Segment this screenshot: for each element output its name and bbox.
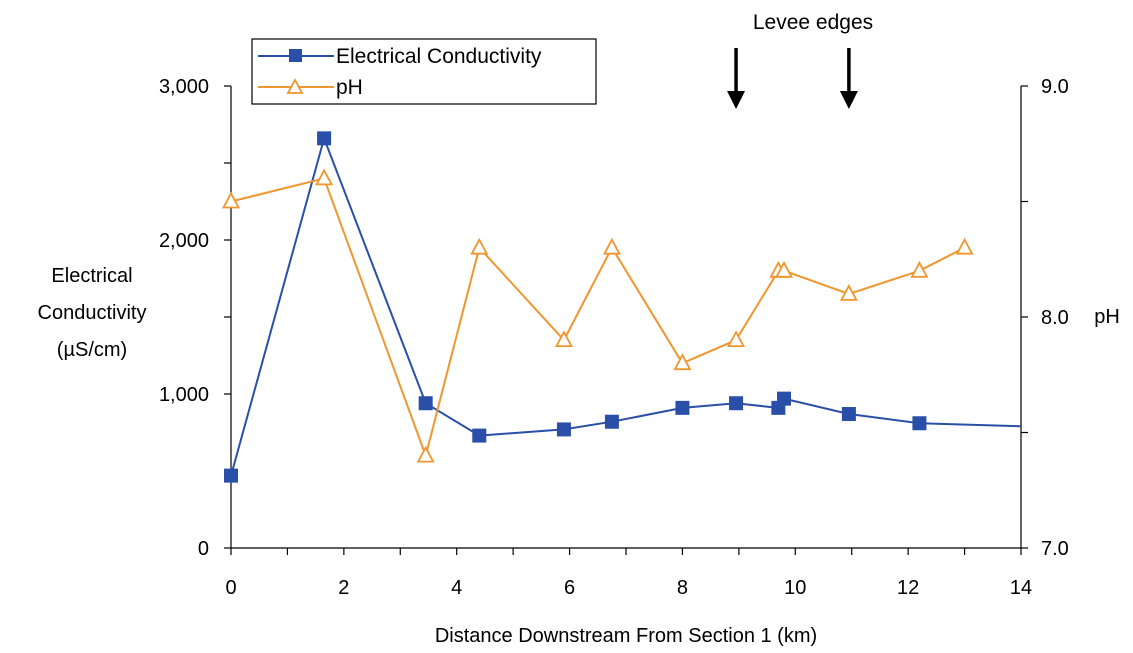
ec-data-point bbox=[418, 396, 433, 411]
ec-data-point bbox=[604, 414, 619, 429]
ph-data-point bbox=[315, 168, 334, 186]
levee-edge-arrow-head bbox=[839, 91, 858, 109]
legend-ph-marker bbox=[286, 78, 304, 94]
ec-data-point bbox=[472, 428, 487, 443]
y-left-tick-label: 2,000 bbox=[159, 230, 209, 252]
ec-data-point bbox=[912, 416, 927, 431]
y-left-tick-label: 1,000 bbox=[159, 384, 209, 406]
y-left-tick-label: 3,000 bbox=[159, 76, 209, 98]
ph-data-point bbox=[910, 260, 929, 278]
ph-data-point bbox=[774, 260, 794, 278]
ec-data-point bbox=[224, 468, 238, 483]
ec-series-line bbox=[230, 135, 1022, 476]
y-right-tick-label: 8.0 bbox=[1041, 307, 1069, 329]
ph-data-point bbox=[673, 353, 692, 371]
ec-data-point bbox=[841, 407, 856, 422]
x-tick-label: 14 bbox=[1010, 577, 1032, 599]
ph-data-point bbox=[416, 445, 435, 463]
ec-data-point bbox=[556, 422, 571, 437]
x-axis-label: Distance Downstream From Section 1 (km) bbox=[435, 625, 817, 647]
ph-data-point bbox=[839, 283, 858, 301]
y-left-axis-label-line3: (µS/cm) bbox=[57, 339, 127, 361]
x-tick-label: 4 bbox=[451, 577, 462, 599]
series bbox=[221, 131, 1022, 483]
ph-data-point bbox=[470, 237, 489, 255]
ph-data-point bbox=[602, 237, 621, 255]
ph-data-point bbox=[955, 237, 974, 255]
x-tick-label: 8 bbox=[677, 577, 688, 599]
axes bbox=[230, 86, 1022, 549]
x-tick-label: 6 bbox=[564, 577, 575, 599]
x-tick-label: 10 bbox=[784, 577, 806, 599]
y-right-axis-label: pH bbox=[1094, 306, 1120, 328]
legend-ph-label: pH bbox=[336, 76, 363, 99]
legend-ec-marker bbox=[289, 49, 302, 62]
y-right-tick-label: 9.0 bbox=[1041, 76, 1069, 98]
ec-data-point bbox=[317, 131, 332, 146]
x-tick-label: 12 bbox=[897, 577, 919, 599]
legend-ec-label: Electrical Conductivity bbox=[336, 45, 542, 68]
ec-data-point bbox=[675, 400, 690, 415]
x-tick-label: 0 bbox=[225, 577, 236, 599]
levee-edges-label: Levee edges bbox=[753, 11, 873, 34]
ph-data-point bbox=[221, 191, 241, 209]
ticks: 0 2 4 6 8 10 12 14 0 1,000 2,000 3,000 7.0 8.0 9.0 bbox=[159, 76, 1069, 599]
x-tick-label: 2 bbox=[338, 577, 349, 599]
ec-data-point bbox=[729, 396, 744, 411]
legend: Electrical Conductivity pH bbox=[251, 38, 597, 105]
y-right-tick-label: 7.0 bbox=[1041, 538, 1069, 560]
legend-box bbox=[251, 38, 597, 105]
ph-data-point bbox=[554, 330, 573, 348]
ph-data-point bbox=[727, 330, 746, 348]
annotation: Levee edges bbox=[727, 11, 873, 109]
y-left-axis-label-line2: Conductivity bbox=[38, 302, 147, 324]
ec-data-point bbox=[777, 391, 791, 406]
y-left-axis-label-line1: Electrical bbox=[51, 265, 132, 287]
levee-edge-arrow-head bbox=[727, 91, 746, 109]
y-left-tick-label: 0 bbox=[198, 538, 209, 560]
